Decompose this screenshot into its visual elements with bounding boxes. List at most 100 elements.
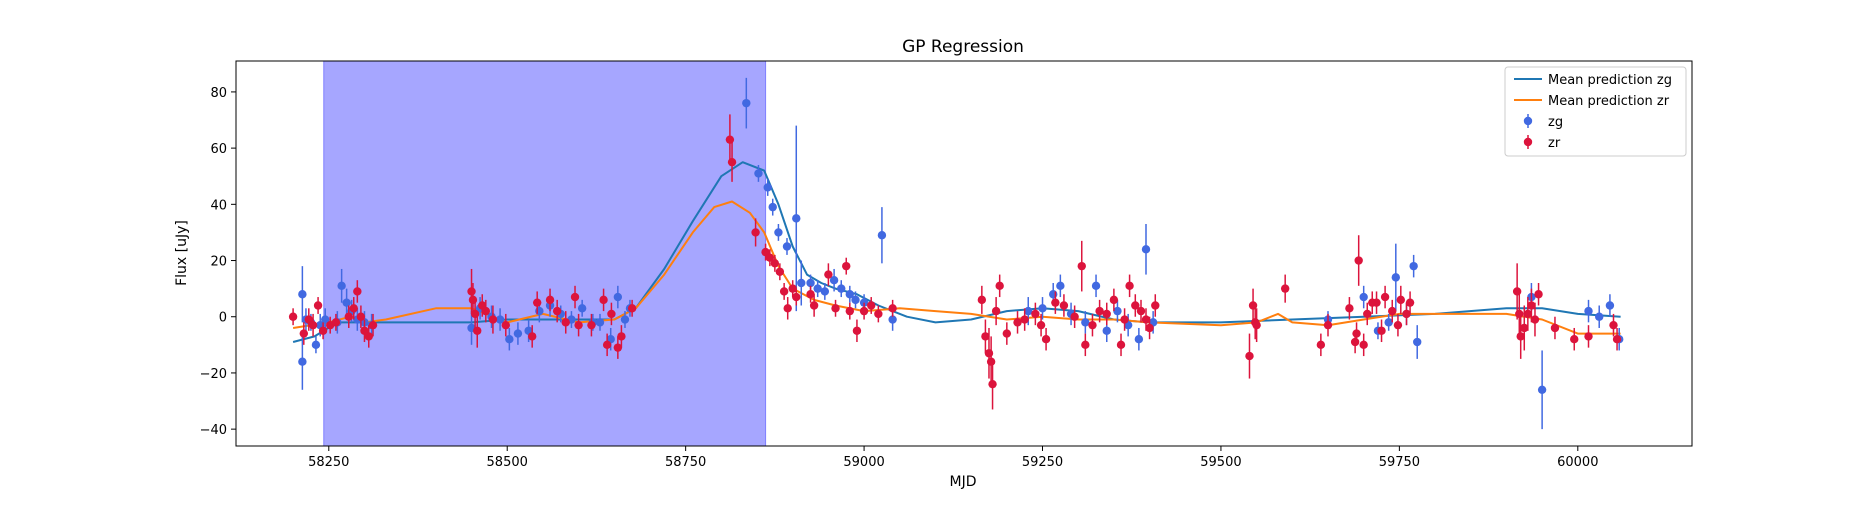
data-point <box>853 327 861 335</box>
data-point <box>851 296 859 304</box>
legend-label-zr-line: Mean prediction zr <box>1548 94 1670 109</box>
data-point <box>535 307 543 315</box>
data-point <box>342 298 350 306</box>
x-tick-label: 58500 <box>487 455 528 470</box>
data-point <box>784 304 792 312</box>
data-point <box>578 304 586 312</box>
data-point <box>1381 293 1389 301</box>
data-point <box>1056 282 1064 290</box>
data-point <box>1003 329 1011 337</box>
data-point <box>776 268 784 276</box>
data-point <box>1245 352 1253 360</box>
y-tick-label: 40 <box>210 198 227 213</box>
data-point <box>1406 298 1414 306</box>
data-point <box>1531 315 1539 323</box>
data-point <box>1363 310 1371 318</box>
data-point <box>1359 341 1367 349</box>
data-point <box>742 99 750 107</box>
data-point <box>1031 310 1039 318</box>
x-tick-label: 59250 <box>1022 455 1063 470</box>
data-point <box>878 231 886 239</box>
x-tick-label: 59000 <box>843 455 884 470</box>
data-point <box>365 332 373 340</box>
data-point <box>1103 327 1111 335</box>
data-point <box>1038 304 1046 312</box>
data-point <box>607 310 615 318</box>
data-point <box>1595 313 1603 321</box>
data-point <box>1570 335 1578 343</box>
data-point <box>1078 262 1086 270</box>
data-point <box>298 290 306 298</box>
data-point <box>514 329 522 337</box>
data-point <box>502 321 510 329</box>
legend-label-zg-line: Mean prediction zg <box>1548 73 1672 88</box>
data-point <box>1020 315 1028 323</box>
legend: Mean prediction zgMean prediction zrzgzr <box>1505 67 1686 156</box>
x-tick-label: 58250 <box>308 455 349 470</box>
data-point <box>1060 301 1068 309</box>
data-point <box>469 296 477 304</box>
data-point <box>1110 296 1118 304</box>
data-point <box>764 183 772 191</box>
data-point <box>1377 327 1385 335</box>
legend-label-zr-points: zr <box>1548 136 1561 151</box>
data-point <box>1137 307 1145 315</box>
data-point <box>1088 321 1096 329</box>
data-point <box>1515 310 1523 318</box>
y-tick-label: 20 <box>210 255 227 270</box>
data-point <box>771 259 779 267</box>
data-point <box>599 296 607 304</box>
data-point <box>553 307 561 315</box>
data-point <box>1351 338 1359 346</box>
data-point <box>810 301 818 309</box>
data-point <box>319 327 327 335</box>
data-point <box>546 296 554 304</box>
legend-marker-zg-points <box>1524 117 1532 125</box>
data-point <box>300 329 308 337</box>
y-axis-label: Flux [uJy] <box>174 220 190 286</box>
data-point <box>792 214 800 222</box>
data-point <box>1049 290 1057 298</box>
data-point <box>769 203 777 211</box>
data-point <box>621 315 629 323</box>
data-point <box>617 332 625 340</box>
data-point <box>831 304 839 312</box>
data-point <box>1151 301 1159 309</box>
data-point <box>860 307 868 315</box>
data-point <box>1081 341 1089 349</box>
data-point <box>728 158 736 166</box>
x-tick-label: 60000 <box>1557 455 1598 470</box>
data-point <box>774 228 782 236</box>
data-point <box>1372 298 1380 306</box>
data-point <box>1252 321 1260 329</box>
data-point <box>1117 341 1125 349</box>
data-point <box>985 349 993 357</box>
x-axis-label: MJD <box>950 474 977 490</box>
data-point <box>596 318 604 326</box>
data-point <box>1584 332 1592 340</box>
data-point <box>1324 321 1332 329</box>
data-point <box>298 357 306 365</box>
data-point <box>1051 298 1059 306</box>
data-point <box>528 332 536 340</box>
data-point <box>309 321 317 329</box>
data-point <box>783 242 791 250</box>
data-point <box>289 313 297 321</box>
data-point <box>574 321 582 329</box>
data-point <box>603 341 611 349</box>
y-tick-label: −20 <box>200 367 227 382</box>
data-point <box>867 301 875 309</box>
data-point <box>314 301 322 309</box>
data-point <box>726 135 734 143</box>
data-point <box>1413 338 1421 346</box>
data-point <box>533 298 541 306</box>
data-point <box>350 304 358 312</box>
y-tick-label: 60 <box>210 142 227 157</box>
data-point <box>824 270 832 278</box>
data-point <box>1317 341 1325 349</box>
data-point <box>821 287 829 295</box>
data-point <box>780 287 788 295</box>
data-point <box>587 321 595 329</box>
data-point <box>1145 324 1153 332</box>
data-point <box>1392 273 1400 281</box>
